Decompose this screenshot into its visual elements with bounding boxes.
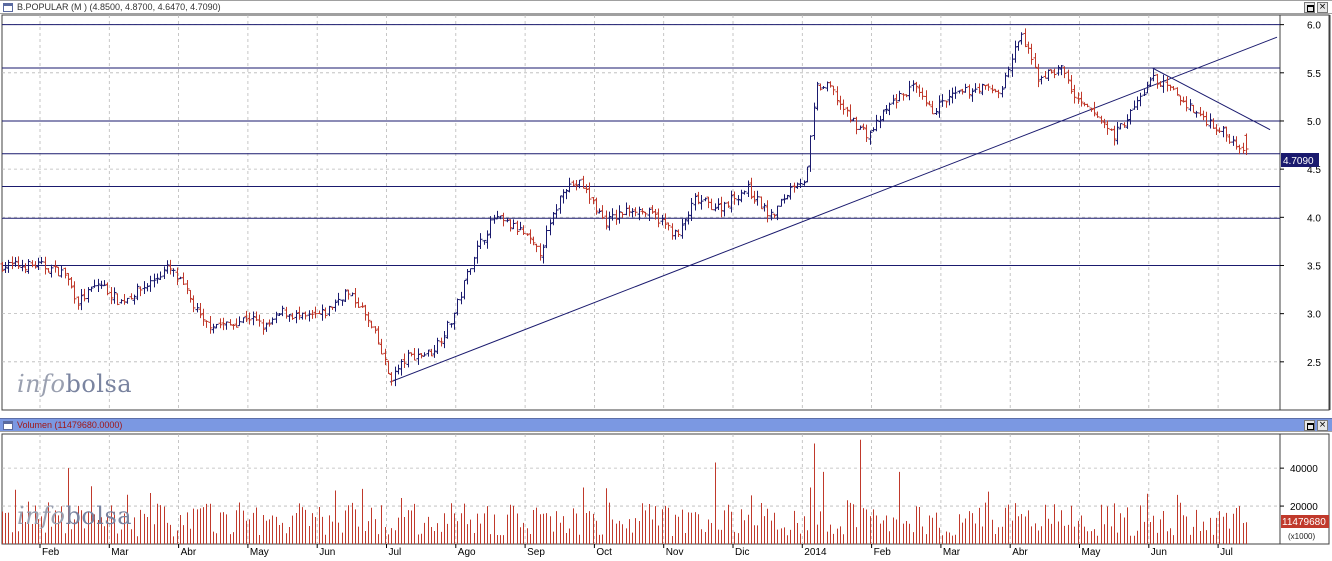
x-tick-label: Jun: [1151, 547, 1167, 558]
maximize-volume-panel-button[interactable]: [1304, 420, 1315, 431]
watermark-bolsa-text: bolsa: [65, 502, 133, 530]
infobolsa-watermark-volume: infobolsa: [17, 502, 132, 530]
price-plot-frame: [1, 14, 1281, 411]
x-tick-label: Jul: [389, 547, 402, 558]
price-panel-header: B.POPULAR (M ) (4.8500, 4.8700, 4.6470, …: [0, 0, 1332, 14]
y-tick-label: 6.0: [1307, 21, 1321, 32]
x-tick-label: Mar: [111, 547, 129, 558]
price-axis-area: [1279, 14, 1330, 411]
x-tick-label: Mar: [943, 547, 961, 558]
x-tick-label: Ago: [458, 547, 476, 558]
infobolsa-watermark-price: infobolsa: [17, 370, 132, 398]
x-tick-label: Sep: [527, 547, 545, 558]
x-tick-label: Feb: [42, 547, 60, 558]
volume-y-tick-label: 40000: [1290, 464, 1318, 475]
volume-panel-title: Volumen (11479680.0000): [17, 420, 123, 430]
last-volume-badge: [1281, 515, 1329, 528]
x-tick-label: Abr: [181, 547, 197, 558]
trendline: [389, 36, 1278, 383]
x-tick-label: May: [250, 547, 269, 558]
last-volume-label: 11479680: [1282, 517, 1326, 528]
watermark-bolsa-text: bolsa: [65, 370, 133, 398]
x-tick-label: Jul: [1220, 547, 1233, 558]
volume-y-tick-label: 20000: [1290, 502, 1318, 513]
last-price-badge: [1281, 153, 1319, 167]
price-panel-title: B.POPULAR (M ) (4.8500, 4.8700, 4.6470, …: [17, 2, 221, 12]
volume-panel-header: Volumen (11479680.0000) ×: [0, 418, 1332, 432]
volume-window-icon[interactable]: [3, 421, 13, 430]
y-tick-label: 3.0: [1307, 310, 1321, 321]
watermark-info-text: info: [17, 370, 66, 398]
y-tick-label: 4.0: [1307, 213, 1321, 224]
y-tick-label: 5.0: [1307, 117, 1321, 128]
x-tick-label: Nov: [666, 547, 684, 558]
x-tick-label: Oct: [596, 547, 612, 558]
chart-window-icon[interactable]: [3, 3, 13, 12]
x-tick-label: Jun: [319, 547, 335, 558]
x-tick-label: Abr: [1012, 547, 1028, 558]
x-tick-label: Feb: [874, 547, 892, 558]
x-tick-label: 2014: [804, 547, 827, 558]
y-tick-label: 5.5: [1307, 69, 1321, 80]
volume-unit-label: (x1000): [1288, 532, 1315, 541]
watermark-info-text: info: [17, 502, 66, 530]
x-tick-label: May: [1082, 547, 1101, 558]
y-tick-label: 4.5: [1307, 165, 1321, 176]
last-price-label: 4.7090: [1283, 156, 1314, 167]
close-price-panel-button[interactable]: ×: [1317, 2, 1328, 13]
trendline: [1152, 67, 1271, 131]
close-volume-panel-button[interactable]: ×: [1317, 420, 1328, 431]
y-tick-label: 3.5: [1307, 261, 1321, 272]
x-tick-label: Dic: [735, 547, 749, 558]
maximize-price-panel-button[interactable]: [1304, 2, 1315, 13]
y-tick-label: 2.5: [1307, 358, 1321, 369]
